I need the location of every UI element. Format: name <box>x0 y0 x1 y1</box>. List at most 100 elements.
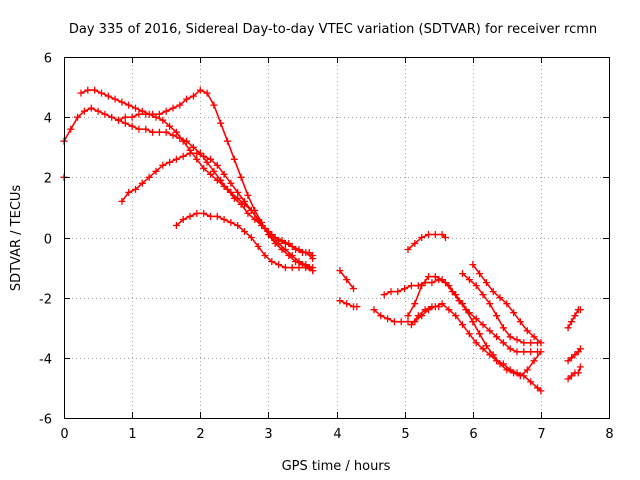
data-point <box>425 273 432 281</box>
data-point <box>128 122 136 130</box>
y-tick-label: -6 <box>39 413 52 428</box>
data-point <box>145 173 153 181</box>
data-point <box>428 303 436 311</box>
data-point <box>288 243 296 250</box>
y-tick-label: 6 <box>44 52 52 67</box>
data-point <box>418 282 426 290</box>
data-point <box>108 113 116 121</box>
data-point <box>469 261 477 269</box>
data-point <box>302 264 310 272</box>
data-point <box>271 240 279 247</box>
data-point <box>241 228 248 235</box>
data-point <box>132 185 139 193</box>
y-tick-label: 4 <box>44 112 52 127</box>
series-arc-15 <box>564 306 584 332</box>
data-point <box>568 354 575 362</box>
series-layer <box>60 86 584 395</box>
data-point <box>295 246 303 253</box>
data-point <box>407 321 415 329</box>
data-point <box>132 104 139 112</box>
data-point <box>377 312 385 320</box>
data-point <box>121 113 129 121</box>
x-tick-label: 8 <box>605 427 613 442</box>
data-point <box>172 155 180 163</box>
data-point <box>520 339 528 347</box>
data-point <box>472 339 480 347</box>
data-point <box>309 255 317 263</box>
data-point <box>87 104 95 112</box>
data-point <box>234 188 242 196</box>
x-axis-label: GPS time / hours <box>282 459 391 474</box>
data-point <box>186 149 194 157</box>
data-point <box>503 300 511 308</box>
data-point <box>479 291 487 299</box>
data-point <box>227 188 235 196</box>
y-tick-label: -4 <box>39 353 52 368</box>
data-point <box>350 285 357 293</box>
data-point <box>520 348 528 356</box>
data-point <box>213 161 221 169</box>
data-point <box>576 345 584 353</box>
data-point <box>309 267 317 275</box>
data-point <box>135 110 143 118</box>
data-point <box>285 252 293 259</box>
data-point <box>380 291 388 299</box>
data-point <box>80 107 88 115</box>
data-point <box>576 306 584 314</box>
data-point <box>407 282 415 290</box>
data-point <box>353 303 361 311</box>
data-point <box>503 366 511 374</box>
data-point <box>111 95 119 103</box>
data-point <box>459 270 466 278</box>
data-point <box>476 330 484 338</box>
data-point <box>445 282 453 290</box>
data-point <box>186 212 194 220</box>
data-point <box>169 104 177 112</box>
data-point <box>496 360 504 368</box>
data-point <box>516 318 524 326</box>
data-point <box>268 258 276 266</box>
data-point <box>101 110 109 118</box>
data-point <box>196 86 204 94</box>
data-point <box>169 131 177 139</box>
data-point <box>224 137 231 145</box>
data-point <box>207 155 214 163</box>
data-point <box>564 375 572 383</box>
data-point <box>486 327 494 335</box>
x-tick-label: 2 <box>196 427 204 442</box>
data-point <box>142 110 150 118</box>
series-arc-17 <box>564 345 584 365</box>
data-point <box>384 315 392 323</box>
data-point <box>404 312 412 320</box>
data-point <box>431 273 439 281</box>
data-point <box>421 306 429 314</box>
data-point <box>176 101 184 109</box>
data-point <box>234 222 242 229</box>
data-point <box>568 372 575 380</box>
x-tick-label: 4 <box>333 427 341 442</box>
data-point <box>230 155 238 163</box>
data-point <box>435 303 443 311</box>
data-point <box>390 318 398 326</box>
data-point <box>213 176 221 184</box>
data-point <box>302 249 310 256</box>
data-point <box>438 300 446 308</box>
data-point <box>200 164 208 172</box>
data-point <box>564 357 572 365</box>
data-point <box>499 339 507 347</box>
data-point <box>506 345 514 353</box>
data-point <box>152 167 160 175</box>
data-point <box>142 125 150 133</box>
data-point <box>496 294 504 302</box>
data-point <box>234 194 242 202</box>
data-point <box>404 246 412 253</box>
data-point <box>482 342 490 350</box>
data-point <box>189 143 197 151</box>
data-point <box>489 351 497 359</box>
data-point <box>527 339 535 347</box>
data-point <box>418 234 426 241</box>
data-point <box>207 212 214 220</box>
data-point <box>568 318 575 326</box>
data-point <box>370 306 378 314</box>
